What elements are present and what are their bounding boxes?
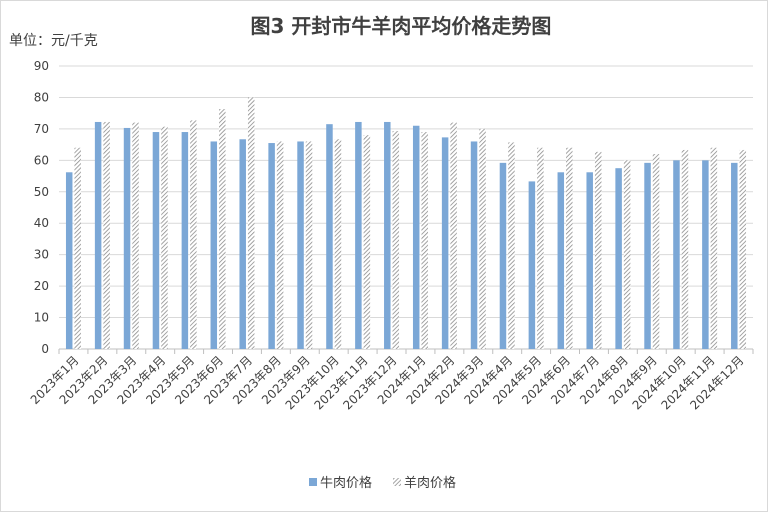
beef-price-bar [297, 141, 304, 349]
mutton-price-bar [710, 147, 718, 349]
mutton-price-bar [421, 132, 428, 349]
beef-price-bar [702, 160, 709, 349]
beef-price-bar [355, 121, 362, 350]
beef-price-bar [731, 162, 738, 349]
beef-price-bar [239, 139, 246, 349]
beef-price-bar [441, 137, 449, 349]
mutton-price-bar [132, 122, 139, 349]
beef-price-bar [210, 141, 218, 349]
mutton-price-bar [334, 139, 342, 349]
mutton-price-bar [479, 128, 486, 349]
mutton-price-bar [74, 147, 81, 349]
mutton-price-bar [103, 121, 110, 350]
beef-price-bar [528, 181, 536, 349]
y-tick-label: 30 [34, 248, 49, 262]
chart-title: 图3 开封市牛羊肉平均价格走势图 [251, 14, 552, 38]
beef-price-bar [644, 162, 651, 349]
gridlines [59, 65, 753, 350]
mutton-price-bar [623, 160, 631, 349]
beef-price-bar [412, 125, 420, 349]
y-tick-label: 50 [34, 185, 49, 199]
mutton-price-bar [305, 141, 313, 349]
y-tick-label: 20 [34, 279, 49, 293]
bars [65, 97, 747, 350]
mutton-price-bar [190, 120, 197, 349]
mutton-price-bar [681, 149, 689, 349]
mutton-price-bar [276, 141, 284, 349]
beef-price-bar [65, 172, 73, 349]
beef-price-bar [94, 121, 102, 350]
legend-swatch-beef [309, 478, 317, 486]
mutton-price-bar [508, 142, 515, 349]
beef-price-bar [499, 162, 507, 349]
beef-price-bar [615, 168, 622, 349]
mutton-price-bar [363, 135, 371, 349]
mutton-price-bar [392, 131, 400, 349]
mutton-price-bar [219, 109, 226, 349]
y-axis-ticks: 0 10 20 30 40 50 60 70 80 90 [34, 59, 49, 356]
y-tick-label: 0 [41, 342, 49, 356]
y-tick-label: 80 [34, 90, 49, 104]
y-tick-label: 40 [34, 216, 49, 230]
legend-label-mutton: 羊肉价格 [404, 475, 456, 491]
mutton-price-bar [247, 97, 255, 349]
mutton-price-bar [161, 126, 168, 349]
beef-price-bar [326, 124, 333, 349]
beef-price-bar [181, 132, 189, 349]
beef-price-bar [470, 141, 478, 349]
beef-price-bar [384, 121, 391, 350]
mutton-price-bar [566, 147, 573, 349]
y-tick-label: 70 [34, 122, 49, 136]
legend-swatch-mutton [393, 478, 401, 486]
mutton-price-bar [450, 122, 457, 349]
beef-price-bar [557, 172, 565, 349]
y-tick-label: 90 [34, 59, 49, 73]
unit-label: 单位：元/千克 [9, 33, 98, 49]
mutton-price-bar [537, 147, 544, 349]
y-tick-label: 10 [34, 311, 49, 325]
beef-price-bar [123, 127, 131, 349]
mutton-price-bar [594, 151, 602, 349]
y-tick-label: 60 [34, 153, 49, 167]
mutton-price-bar [739, 149, 747, 349]
legend-label-beef: 牛肉价格 [320, 475, 372, 491]
x-axis-ticks: 2023年1月2023年2月2023年3月2023年4月2023年5月2023年… [28, 349, 754, 412]
beef-price-bar [152, 132, 160, 349]
beef-price-bar [268, 143, 275, 349]
beef-price-bar [586, 172, 593, 349]
beef-price-bar [673, 160, 680, 349]
legend: 牛肉价格 羊肉价格 [309, 475, 456, 491]
mutton-price-bar [652, 154, 660, 349]
